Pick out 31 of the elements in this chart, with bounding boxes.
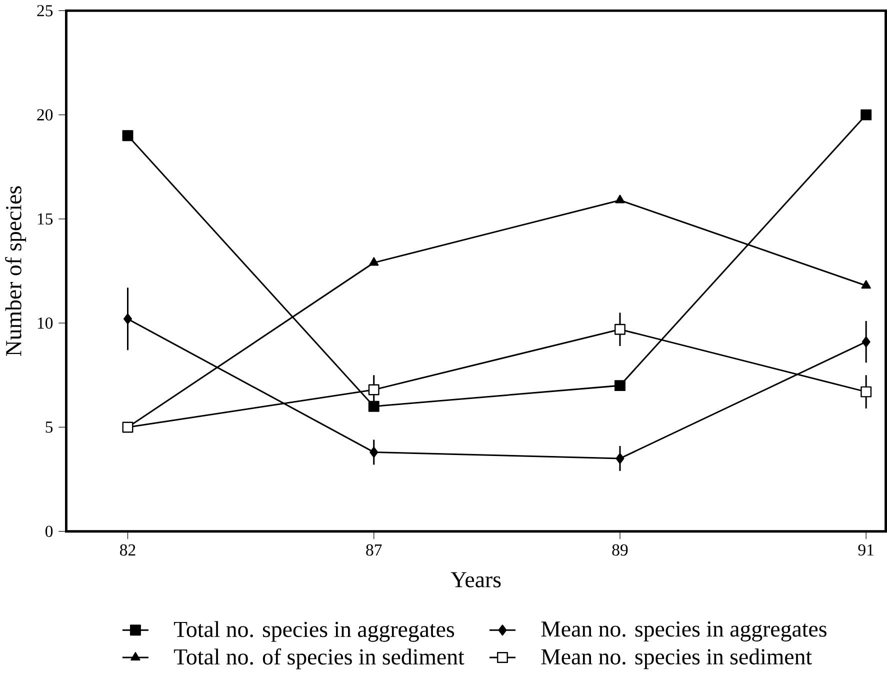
y-tick-label: 10 [38, 318, 53, 329]
legend-label: Mean no. species in aggregates [541, 622, 826, 642]
point [123, 314, 132, 325]
y-tick-label: 0 [45, 526, 53, 538]
x-tick-label: 89 [612, 544, 628, 556]
point [370, 446, 378, 458]
point [369, 257, 379, 266]
point [860, 109, 872, 120]
point [122, 422, 134, 433]
point [861, 280, 871, 289]
point [862, 336, 870, 348]
y-tick-label: 25 [37, 5, 53, 16]
y-tick-label: 5 [46, 422, 53, 433]
point [368, 401, 380, 412]
x-tick-label: 87 [366, 544, 382, 556]
point [368, 384, 380, 396]
x-tick-label: 82 [120, 544, 136, 556]
y-tick-label: 20 [37, 109, 53, 121]
point [122, 130, 134, 142]
x-tick-label: 91 [858, 544, 874, 556]
legend-label: Total no. species in aggregates [174, 621, 454, 642]
point [614, 324, 626, 335]
point [860, 386, 872, 398]
point [616, 453, 624, 464]
y-tick-label: 15 [38, 213, 53, 225]
y-axis-title: Number of species [5, 186, 26, 356]
legend-label: Mean no. species in sediment [541, 648, 812, 670]
point [615, 194, 625, 204]
point [614, 380, 626, 392]
legend-label: Total no. of species in sediment [174, 648, 464, 670]
x-axis-title: Years [450, 572, 501, 588]
